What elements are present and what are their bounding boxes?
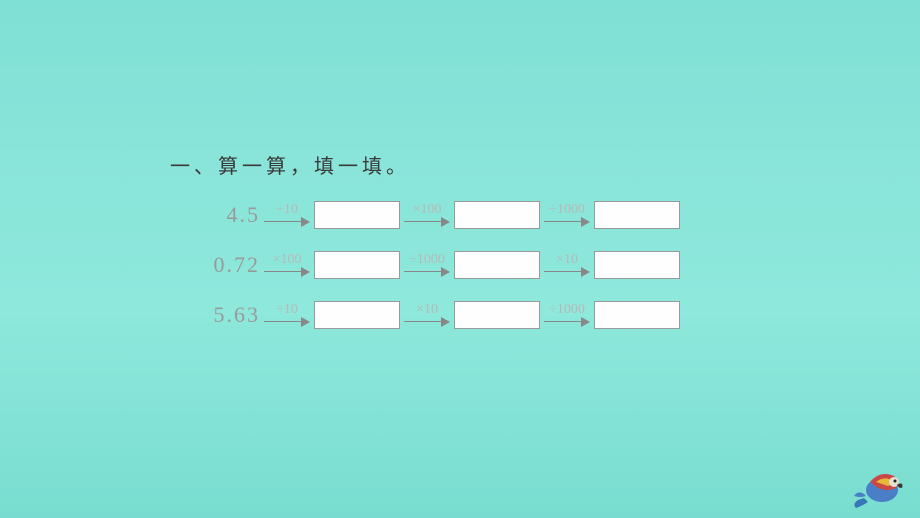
answer-box[interactable]	[314, 301, 400, 329]
answer-box[interactable]	[314, 251, 400, 279]
operation-arrow: ×10	[404, 302, 450, 328]
answer-box[interactable]	[594, 251, 680, 279]
answer-box[interactable]	[454, 251, 540, 279]
answer-box[interactable]	[594, 201, 680, 229]
operation-arrow: ÷10	[264, 202, 310, 228]
start-number: 0.72	[200, 252, 260, 278]
operation-arrow: ÷1000	[544, 302, 590, 328]
answer-box[interactable]	[454, 201, 540, 229]
operation-arrow: ÷1000	[544, 202, 590, 228]
arrow-icon	[264, 216, 310, 228]
calculation-chain: 4.5 ÷10 ×100 ÷1000	[200, 201, 770, 229]
arrow-icon	[404, 266, 450, 278]
arrow-icon	[264, 266, 310, 278]
operation-arrow: ÷1000	[404, 252, 450, 278]
operation-arrow: ×10	[544, 252, 590, 278]
arrow-icon	[404, 216, 450, 228]
answer-box[interactable]	[314, 201, 400, 229]
operation-arrow: ×100	[404, 202, 450, 228]
arrow-icon	[264, 316, 310, 328]
section-heading: 一、算一算，填一填。	[170, 150, 770, 179]
answer-box[interactable]	[594, 301, 680, 329]
arrow-icon	[544, 266, 590, 278]
operation-arrow: ÷10	[264, 302, 310, 328]
start-number: 5.63	[200, 302, 260, 328]
arrow-icon	[544, 316, 590, 328]
arrow-icon	[544, 216, 590, 228]
answer-box[interactable]	[454, 301, 540, 329]
start-number: 4.5	[200, 202, 260, 228]
parrot-icon	[850, 462, 910, 512]
calculation-chain: 5.63 ÷10 ×10 ÷1000	[200, 301, 770, 329]
worksheet-container: 一、算一算，填一填。 4.5 ÷10 ×100 ÷1000 0.72 ×100 …	[170, 150, 770, 351]
calculation-chain: 0.72 ×100 ÷1000 ×10	[200, 251, 770, 279]
operation-arrow: ×100	[264, 252, 310, 278]
arrow-icon	[404, 316, 450, 328]
